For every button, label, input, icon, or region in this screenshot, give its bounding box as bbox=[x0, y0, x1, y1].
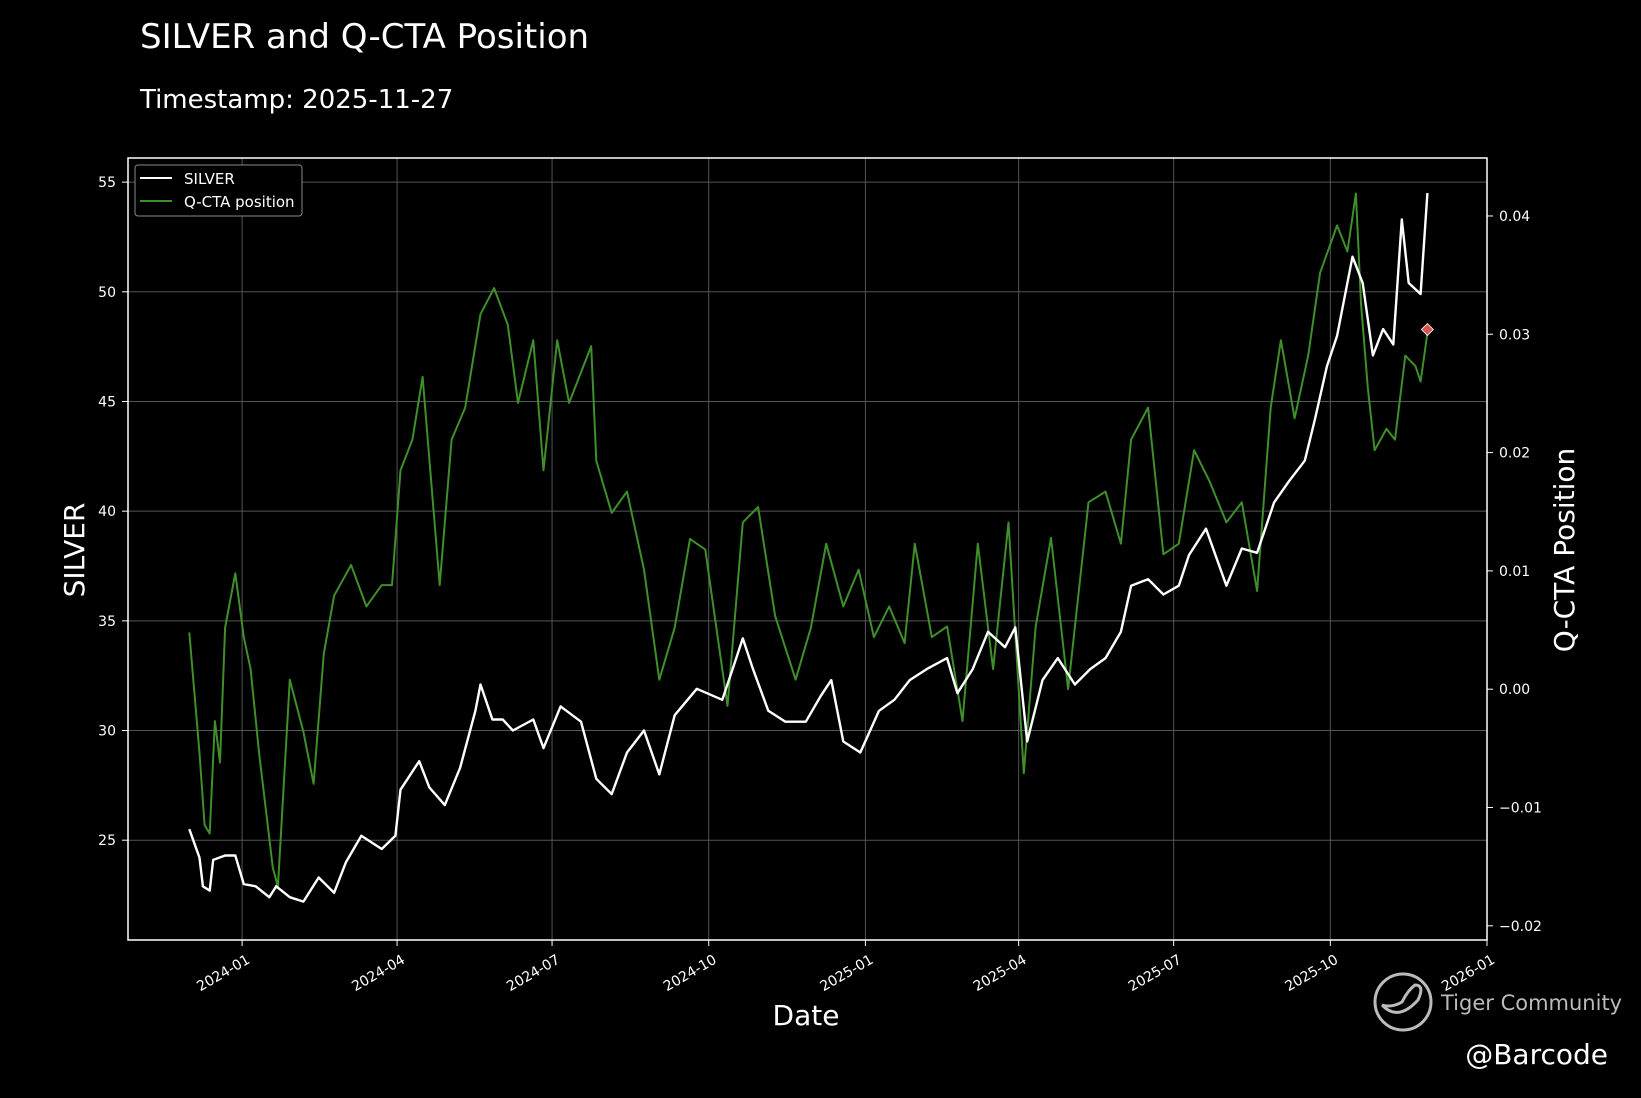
legend: SILVER Q-CTA position bbox=[134, 164, 303, 217]
y-right-tick-label: 0.02 bbox=[1499, 446, 1530, 462]
x-tick-label: 2025-04 bbox=[971, 952, 1030, 995]
legend-label-cta: Q-CTA position bbox=[184, 193, 295, 211]
y-right-tick-label: 0.01 bbox=[1499, 564, 1530, 580]
y-left-tick-label: 40 bbox=[98, 504, 116, 520]
tiger-logo-icon bbox=[1373, 972, 1433, 1032]
latest-position-marker bbox=[1420, 322, 1434, 337]
y-left-tick-label: 30 bbox=[98, 724, 116, 740]
legend-label-silver: SILVER bbox=[184, 170, 235, 188]
chart-subtitle: Timestamp: 2025-11-27 bbox=[139, 85, 453, 115]
x-tick-label: 2024-04 bbox=[349, 952, 408, 995]
y-axis-right-label: Q-CTA Position bbox=[1548, 448, 1581, 652]
x-axis-label: Date bbox=[773, 999, 840, 1032]
x-tick-label: 2025-07 bbox=[1126, 952, 1185, 995]
x-tick-label: 2024-07 bbox=[504, 952, 563, 995]
y-axis-left: 25 30 35 40 45 50 55 bbox=[98, 175, 128, 849]
y-left-tick-label: 25 bbox=[98, 833, 116, 849]
watermark: Tiger Community @Barcode bbox=[1373, 972, 1622, 1071]
silver-line bbox=[188, 193, 1429, 903]
y-axis-left-label: SILVER bbox=[58, 503, 91, 598]
chart-title: SILVER and Q-CTA Position bbox=[140, 17, 589, 57]
y-right-tick-label: −0.02 bbox=[1499, 919, 1542, 935]
y-axis-right: −0.02 −0.01 0.00 0.01 0.02 0.03 0.04 bbox=[1487, 209, 1542, 935]
y-left-tick-label: 55 bbox=[98, 175, 116, 191]
y-right-tick-label: −0.01 bbox=[1499, 800, 1542, 816]
y-right-tick-label: 0.03 bbox=[1499, 327, 1530, 343]
x-tick-label: 2025-01 bbox=[818, 952, 877, 995]
watermark-handle: @Barcode bbox=[1465, 1038, 1608, 1071]
x-tick-label: 2025-10 bbox=[1282, 952, 1341, 995]
series-layer bbox=[188, 192, 1434, 903]
q-cta-position-line bbox=[188, 192, 1429, 888]
y-left-tick-label: 50 bbox=[98, 285, 116, 301]
x-tick-label: 2024-01 bbox=[194, 952, 253, 995]
y-left-tick-label: 45 bbox=[98, 394, 116, 410]
grid bbox=[128, 158, 1488, 940]
y-right-tick-label: 0.04 bbox=[1499, 209, 1530, 225]
x-tick-label: 2026-01 bbox=[1439, 952, 1498, 995]
x-tick-label: 2024-10 bbox=[661, 952, 720, 995]
y-right-tick-label: 0.00 bbox=[1499, 682, 1530, 698]
watermark-brand: Tiger Community bbox=[1440, 991, 1622, 1015]
x-axis: 2024-01 2024-04 2024-07 2024-10 2025-01 2025-… bbox=[194, 940, 1498, 995]
y-left-tick-label: 35 bbox=[98, 614, 116, 630]
plot-frame bbox=[127, 157, 1488, 941]
